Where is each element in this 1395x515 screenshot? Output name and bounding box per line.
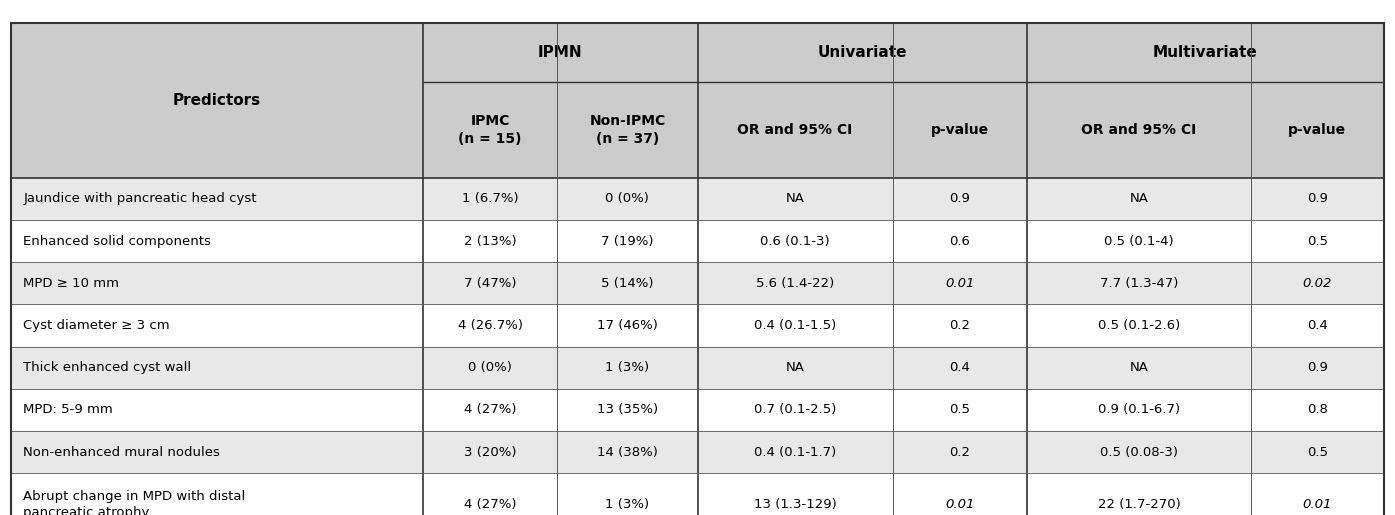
Text: 0.02: 0.02: [1303, 277, 1332, 290]
Text: 0.9: 0.9: [950, 192, 970, 205]
Text: MPD ≥ 10 mm: MPD ≥ 10 mm: [24, 277, 119, 290]
Bar: [11, 304, 1384, 347]
Text: Predictors: Predictors: [173, 93, 261, 108]
Text: Cyst diameter ≥ 3 cm: Cyst diameter ≥ 3 cm: [24, 319, 170, 332]
Text: NA: NA: [1130, 192, 1148, 205]
Text: 0.5 (0.08-3): 0.5 (0.08-3): [1099, 445, 1177, 459]
Text: MPD: 5-9 mm: MPD: 5-9 mm: [24, 403, 113, 417]
Text: Univariate: Univariate: [817, 45, 907, 60]
Text: 0.5 (0.1-4): 0.5 (0.1-4): [1103, 234, 1173, 248]
Text: 0.7 (0.1-2.5): 0.7 (0.1-2.5): [753, 403, 836, 417]
Text: NA: NA: [785, 361, 805, 374]
Text: 13 (35%): 13 (35%): [597, 403, 658, 417]
Text: IPMN: IPMN: [538, 45, 583, 60]
Text: 1 (3%): 1 (3%): [605, 361, 650, 374]
Bar: [11, 473, 1384, 515]
Text: Multivariate: Multivariate: [1154, 45, 1258, 60]
Text: 0.4 (0.1-1.7): 0.4 (0.1-1.7): [753, 445, 836, 459]
Text: 4 (27%): 4 (27%): [465, 403, 516, 417]
Text: Non-enhanced mural nodules: Non-enhanced mural nodules: [24, 445, 220, 459]
Text: 4 (27%): 4 (27%): [465, 497, 516, 511]
Text: 7 (19%): 7 (19%): [601, 234, 654, 248]
Text: 22 (1.7-270): 22 (1.7-270): [1098, 497, 1180, 511]
Text: 13 (1.3-129): 13 (1.3-129): [753, 497, 837, 511]
Text: Abrupt change in MPD with distal
pancreatic atrophy: Abrupt change in MPD with distal pancrea…: [24, 490, 246, 515]
Text: 1 (6.7%): 1 (6.7%): [462, 192, 519, 205]
Text: 0.2: 0.2: [949, 319, 971, 332]
Text: 0.01: 0.01: [944, 277, 975, 290]
Text: 0.9: 0.9: [1307, 192, 1328, 205]
Text: 4 (26.7%): 4 (26.7%): [458, 319, 523, 332]
Text: 0.4: 0.4: [950, 361, 970, 374]
Text: IPMC
(n = 15): IPMC (n = 15): [459, 114, 522, 146]
Bar: [11, 431, 1384, 473]
Text: 0 (0%): 0 (0%): [605, 192, 649, 205]
Text: 0 (0%): 0 (0%): [469, 361, 512, 374]
Text: p-value: p-value: [930, 123, 989, 137]
Text: 5.6 (1.4-22): 5.6 (1.4-22): [756, 277, 834, 290]
Text: 0.01: 0.01: [1303, 497, 1332, 511]
Text: 3 (20%): 3 (20%): [465, 445, 516, 459]
Bar: [11, 347, 1384, 389]
Text: 0.5: 0.5: [1307, 445, 1328, 459]
Text: 17 (46%): 17 (46%): [597, 319, 658, 332]
Text: 14 (38%): 14 (38%): [597, 445, 658, 459]
Text: 0.6 (0.1-3): 0.6 (0.1-3): [760, 234, 830, 248]
Text: 1 (3%): 1 (3%): [605, 497, 650, 511]
Text: p-value: p-value: [1289, 123, 1346, 137]
Text: 0.4: 0.4: [1307, 319, 1328, 332]
Text: 0.5: 0.5: [1307, 234, 1328, 248]
Text: OR and 95% CI: OR and 95% CI: [738, 123, 852, 137]
Text: 0.9 (0.1-6.7): 0.9 (0.1-6.7): [1098, 403, 1180, 417]
Text: 0.8: 0.8: [1307, 403, 1328, 417]
Text: 7 (47%): 7 (47%): [465, 277, 516, 290]
Text: 2 (13%): 2 (13%): [465, 234, 516, 248]
Text: Thick enhanced cyst wall: Thick enhanced cyst wall: [24, 361, 191, 374]
Text: Non-IPMC
(n = 37): Non-IPMC (n = 37): [589, 114, 665, 146]
Text: NA: NA: [1130, 361, 1148, 374]
Text: Jaundice with pancreatic head cyst: Jaundice with pancreatic head cyst: [24, 192, 257, 205]
Text: 0.2: 0.2: [949, 445, 971, 459]
Text: 0.01: 0.01: [944, 497, 975, 511]
Text: 0.6: 0.6: [950, 234, 970, 248]
Bar: [11, 389, 1384, 431]
Bar: [11, 220, 1384, 262]
Bar: [11, 262, 1384, 304]
Text: 5 (14%): 5 (14%): [601, 277, 654, 290]
Text: 0.5: 0.5: [949, 403, 971, 417]
Text: 0.5 (0.1-2.6): 0.5 (0.1-2.6): [1098, 319, 1180, 332]
Text: NA: NA: [785, 192, 805, 205]
Text: OR and 95% CI: OR and 95% CI: [1081, 123, 1197, 137]
Text: Enhanced solid components: Enhanced solid components: [24, 234, 211, 248]
Text: 7.7 (1.3-47): 7.7 (1.3-47): [1099, 277, 1179, 290]
Text: 0.9: 0.9: [1307, 361, 1328, 374]
Bar: [11, 178, 1384, 220]
Text: 0.4 (0.1-1.5): 0.4 (0.1-1.5): [753, 319, 836, 332]
